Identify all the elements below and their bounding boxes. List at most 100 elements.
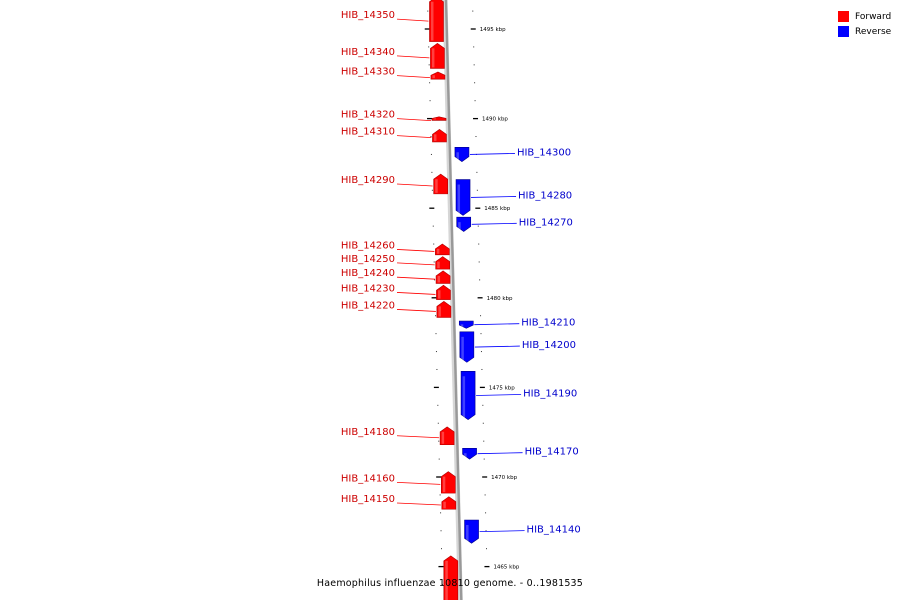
gene-arrow-HIB_14340 [430, 42, 445, 69]
gene-label: HIB_14250 [341, 254, 395, 265]
gene-label: HIB_14260 [341, 240, 395, 251]
tick-label: 1495 kbp [480, 27, 506, 33]
gene-label: HIB_14280 [518, 190, 572, 201]
gene-connector [396, 118, 432, 121]
backbone-line [444, 0, 463, 600]
gene-highlight [445, 560, 448, 600]
gene-connector [396, 249, 435, 252]
legend-forward-swatch [838, 11, 849, 22]
gene-label: HIB_14310 [341, 127, 395, 138]
gene-arrow-HIB_14330 [430, 71, 446, 80]
gene-connector [477, 452, 523, 455]
gene-arrow-HIB_14200 [459, 331, 475, 363]
gene-arrow-HIB_14210 [458, 320, 474, 329]
gene-arrow-HIB_14140 [464, 519, 479, 544]
tick-label: 1485 kbp [484, 206, 510, 212]
gene-label: HIB_14200 [522, 340, 576, 351]
gene-label: HIB_14270 [519, 217, 573, 228]
gene-arrow-HIB_14180 [439, 426, 455, 446]
legend-forward-label: Forward [855, 11, 892, 22]
gene-highlight [437, 290, 441, 299]
gene-highlight [441, 431, 445, 444]
tick-label: 1490 kbp [482, 117, 508, 123]
gene-highlight [438, 306, 441, 317]
gene-connector [396, 481, 441, 485]
gene-arrow-unnamed-23 [443, 555, 459, 600]
tick-label: 1480 kbp [487, 296, 513, 302]
legend-reverse-swatch [838, 26, 849, 37]
gene-arrow-HIB_14350 [429, 0, 444, 42]
gene-highlight [430, 1, 434, 41]
gene-label: HIB_14230 [341, 283, 395, 294]
gene-arrow-HIB_14220 [436, 301, 452, 318]
gene-connector [396, 135, 432, 139]
gene-connector [396, 502, 441, 506]
gene-connector [396, 18, 429, 22]
gene-connector [471, 222, 517, 225]
gene-label: HIB_14170 [525, 447, 579, 458]
gene-highlight [437, 261, 440, 269]
gene-label: HIB_14300 [517, 147, 571, 158]
gene-connector [476, 394, 522, 396]
gene-highlight [466, 525, 469, 543]
gene-connector [469, 153, 515, 155]
gene-label: HIB_14290 [341, 175, 395, 186]
gene-arrow-HIB_14300 [454, 146, 470, 162]
gene-arrow-HIB_14170 [462, 448, 477, 460]
gene-arrow-HIB_14280 [455, 179, 471, 216]
gene-label: HIB_14210 [521, 318, 575, 329]
gene-label: HIB_14350 [341, 10, 395, 21]
gene-highlight [431, 48, 435, 68]
gene-highlight [437, 275, 441, 283]
gene-arrow-HIB_14310 [432, 128, 447, 143]
gene-arrow-HIB_14270 [456, 216, 472, 232]
gene-connector [396, 309, 436, 312]
gene-arrow-HIB_14290 [433, 173, 448, 195]
gene-label: HIB_14220 [341, 300, 395, 311]
gene-arrow-HIB_14250 [435, 256, 451, 270]
legend-forward: Forward [838, 9, 891, 24]
gene-arrow-HIB_14150 [441, 496, 457, 510]
gene-connector [471, 196, 517, 198]
legend: Forward Reverse [838, 9, 891, 39]
gene-connector [479, 530, 525, 533]
gene-connector [396, 183, 433, 187]
gene-connector [396, 276, 436, 280]
legend-reverse: Reverse [838, 24, 891, 39]
gene-highlight [443, 501, 446, 509]
gene-label: HIB_14180 [341, 427, 395, 438]
gene-highlight [457, 184, 461, 215]
gene-label: HIB_14240 [341, 268, 395, 279]
gene-highlight [461, 336, 464, 362]
gene-connector [396, 262, 435, 266]
legend-reverse-label: Reverse [855, 26, 892, 37]
gene-highlight [460, 324, 464, 328]
gene-highlight [433, 118, 437, 120]
gene-highlight [435, 179, 438, 193]
gene-arrow-HIB_14160 [441, 471, 456, 494]
gene-arrow-HIB_14320 [431, 116, 447, 121]
gene-connector [474, 323, 520, 326]
gene-highlight [456, 152, 459, 161]
gene-connector [474, 345, 520, 348]
gene-arrow-HIB_14190 [460, 370, 476, 421]
gene-label: HIB_14330 [341, 67, 395, 78]
gene-label: HIB_14190 [523, 388, 577, 399]
gene-highlight [442, 476, 446, 493]
gene-label: HIB_14340 [341, 47, 395, 58]
gene-highlight [464, 453, 467, 459]
genome-caption: Haemophilus influenzae 10810 genome. - 0… [316, 578, 584, 589]
gene-highlight [462, 376, 466, 419]
gene-highlight [432, 75, 435, 79]
gene-arrow-HIB_14260 [435, 243, 450, 256]
gene-connector [396, 435, 440, 439]
tick-label: 1470 kbp [491, 475, 517, 481]
gene-connector [396, 55, 430, 59]
gene-connector [396, 292, 436, 295]
gene-highlight [436, 248, 440, 254]
gene-label: HIB_14160 [341, 473, 395, 484]
gene-arrow-HIB_14230 [436, 284, 451, 300]
gene-label: HIB_14320 [341, 110, 395, 121]
gene-highlight [458, 222, 461, 231]
